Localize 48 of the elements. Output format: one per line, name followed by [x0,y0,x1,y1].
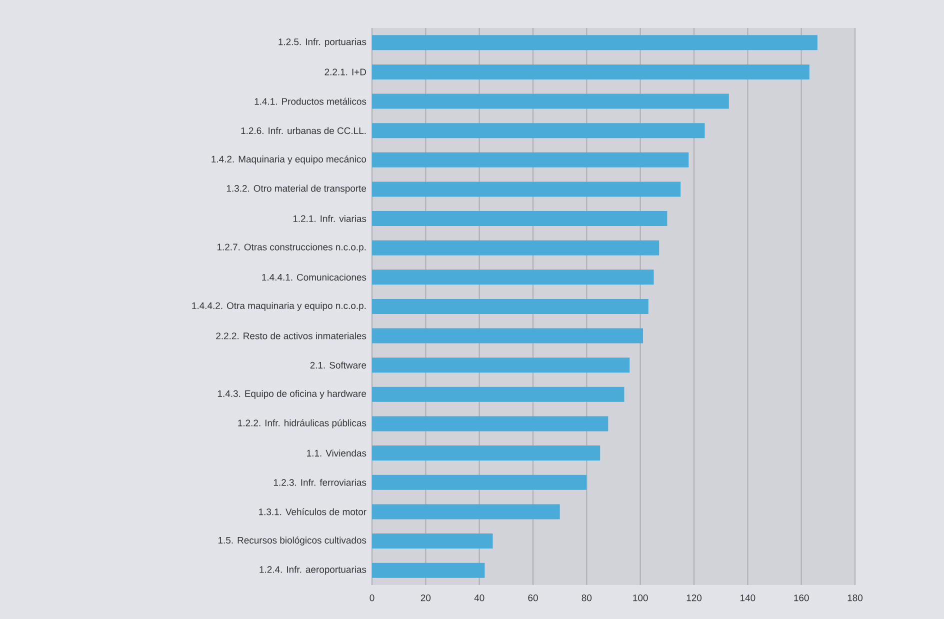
y-tick-label: 1.2.7. Otras construcciones n.c.o.p. [217,243,366,252]
bar [372,64,810,80]
bar [372,446,600,461]
y-tick-label: 1.3.2. Otro material de transporte [226,184,366,194]
y-tick-label: 1.2.3. Infr. ferroviarias [274,478,366,486]
y-tick-label: 1.2.6. Infr. urbanas de CC.LL. [241,127,366,134]
y-tick-label: 1.2.4. Infr. aeroportuarias [260,566,366,575]
y-tick-label: 1.1. Viviendas [307,450,366,457]
x-tick-label: 180 [848,594,863,602]
x-tick-label: 120 [686,594,702,602]
bar [372,358,630,373]
y-tick-label: 1.2.1. Infr. viarias [293,215,366,222]
bar [372,386,624,402]
bar [372,270,654,285]
x-tick-label: 40 [474,594,484,602]
x-tick-label: 80 [582,594,592,602]
y-tick-label: 1.5. Recursos biológicos cultivados [218,536,366,546]
y-tick-label: 1.4.2. Maquinaria y equipo mecánico [212,155,366,164]
x-tick-label: 160 [794,594,809,602]
x-tick-label: 60 [528,594,538,602]
y-tick-label: 1.2.5. Infr. portuarias [278,38,366,48]
bar [372,328,644,344]
bar [372,562,485,578]
bar [372,534,493,549]
bar [372,474,587,490]
y-tick-label: 1.4.4.2. Otra maquinaria y equipo n.c.o.p. [192,302,366,311]
bar [372,35,818,50]
x-tick-label: 0 [370,594,374,602]
bar [372,152,689,168]
y-tick-label: 1.4.3. Equipo de oficina y hardware [218,390,366,399]
bar [372,123,705,138]
bar [372,240,660,256]
bar [372,211,668,226]
x-tick-label: 140 [740,594,756,602]
y-tick-label: 2.1. Software [310,362,366,369]
y-tick-label: 1.4.4.1. Comunicaciones [262,274,366,281]
x-tick-label: 20 [420,594,431,602]
bar [372,182,681,197]
y-tick-label: 2.2.2. Resto de activos inmateriales [216,332,366,340]
bar [372,504,560,520]
y-tick-label: 1.2.2. Infr. hidráulicas públicas [238,419,366,428]
x-tick-label: 100 [633,594,648,602]
y-tick-label: 1.3.1. Vehículos de motor [259,508,366,516]
bar [372,94,729,109]
y-tick-label: 2.2.1. I+D [324,68,366,76]
y-tick-label: 1.4.1. Productos metálicos [254,98,366,105]
bar [372,298,648,314]
bar [372,416,608,432]
